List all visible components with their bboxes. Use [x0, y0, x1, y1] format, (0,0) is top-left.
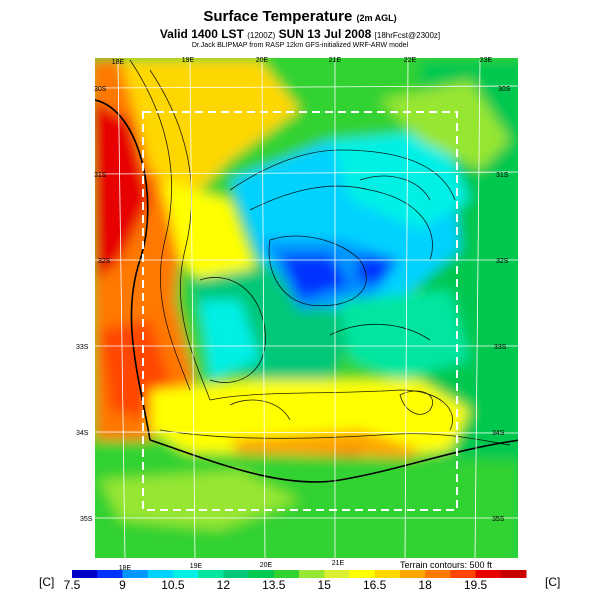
colorbar-swatch: [72, 570, 98, 578]
lon-label: 18E: [119, 565, 132, 572]
map-title: Surface Temperature (2m AGL): [203, 8, 397, 25]
colorbar-swatch: [475, 570, 502, 578]
lon-label: 19E: [190, 563, 203, 570]
lon-label: 21E: [332, 560, 345, 567]
colorbar-swatch: [97, 570, 123, 578]
colorbar: [72, 570, 527, 578]
lat-label: 31S: [94, 172, 107, 179]
lat-label: 34S: [492, 430, 505, 437]
lat-label: 35S: [80, 516, 93, 523]
valid-time: Valid 1400 LST (1200Z) SUN 13 Jul 2008 […: [159, 27, 441, 41]
colorbar-swatch: [374, 570, 401, 578]
colorbar-swatch: [299, 570, 325, 578]
colorbar-swatch: [198, 570, 224, 578]
colorbar-swatch: [450, 570, 477, 578]
lat-label: 35S: [492, 516, 505, 523]
colorbar-swatch: [425, 570, 451, 578]
colorbar-tick-label: 13.5: [262, 578, 286, 592]
lon-label: 23E: [480, 57, 493, 64]
colorbar-tick-label: 9: [119, 578, 126, 592]
lon-label: 20E: [260, 562, 273, 569]
colorbar-swatch: [273, 570, 300, 578]
bottom-lon-labels: 18E 19E 20E 21E: [119, 560, 345, 572]
top-lon-labels: 18E 19E 20E 21E 22E 23E: [112, 57, 493, 66]
colorbar-unit-right: [C]: [545, 575, 561, 589]
lat-label: 33S: [494, 344, 507, 351]
lat-label: 31S: [496, 172, 509, 179]
terrain-note: Terrain contours: 500 ft: [400, 560, 493, 570]
lat-label: 30S: [94, 86, 107, 93]
colorbar-tick-label: 12: [216, 578, 230, 592]
colorbar-swatch: [324, 570, 350, 578]
lat-label: 32S: [496, 258, 509, 265]
lat-label: 32S: [98, 258, 111, 265]
right-lat-labels: 30S 31S 32S 33S 34S 35S: [492, 86, 511, 523]
colorbar-tick-label: 10.5: [161, 578, 185, 592]
colorbar-swatch: [349, 570, 376, 578]
lat-label: 33S: [76, 344, 89, 351]
colorbar-swatch: [147, 570, 174, 578]
lon-label: 21E: [329, 57, 342, 64]
colorbar-swatch: [399, 570, 426, 578]
colorbar-tick-label: 16.5: [362, 578, 387, 592]
left-lat-labels: 30S 31S 32S 33S 34S 35S: [76, 86, 111, 523]
colorbar-swatch: [172, 570, 199, 578]
lon-label: 19E: [182, 57, 195, 64]
colorbar-swatch: [500, 570, 527, 578]
colorbar-tick-label: 15: [317, 578, 331, 592]
lon-label: 20E: [256, 57, 269, 64]
lon-label: 18E: [112, 59, 125, 66]
colorbar-swatch: [248, 570, 275, 578]
colorbar-swatch: [122, 570, 149, 578]
lat-label: 30S: [498, 86, 511, 93]
colorbar-swatch: [223, 570, 250, 578]
lon-label: 22E: [404, 57, 417, 64]
colorbar-tick-label: 7.5: [63, 578, 81, 592]
colorbar-tick-label: 19.5: [463, 578, 488, 592]
model-credit: Dr.Jack BLIPMAP from RASP 12km GFS-initi…: [191, 42, 409, 49]
colorbar-tick-label: 18: [418, 578, 432, 592]
colorbar-unit-left: [C]: [39, 575, 55, 589]
lat-label: 34S: [76, 430, 89, 437]
